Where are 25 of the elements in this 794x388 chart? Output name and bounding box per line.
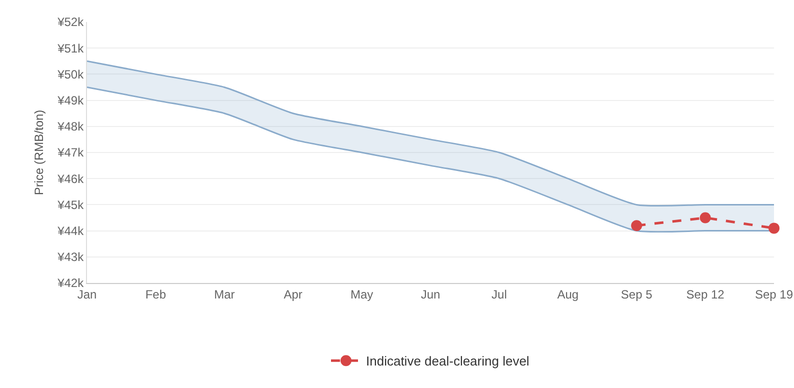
x-tick-label: Aug — [557, 287, 579, 302]
y-axis-title: Price (RMB/ton) — [32, 110, 46, 196]
x-tick-label: Jun — [420, 287, 440, 302]
x-tick-label: Apr — [284, 287, 302, 302]
y-tick-label: ¥49k — [56, 94, 85, 108]
point — [631, 220, 642, 232]
x-tick-label: Sep 5 — [620, 287, 653, 302]
y-tick-label: ¥50k — [56, 67, 85, 82]
x-tick-label: Mar — [214, 287, 235, 302]
x-tick-label: Feb — [145, 287, 166, 302]
x-tick-label: Sep 19 — [754, 287, 794, 302]
x-tick-label: Jul — [492, 287, 507, 302]
y-tick-label: ¥44k — [56, 224, 85, 238]
x-tick-label: May — [350, 287, 374, 302]
x-tick-label: Sep 12 — [686, 287, 725, 302]
y-tick-label: ¥46k — [56, 172, 85, 186]
y-tick-label: ¥47k — [56, 146, 85, 160]
y-tick-label: ¥43k — [56, 250, 85, 264]
y-tick-label: ¥45k — [56, 198, 85, 212]
y-tick-label: ¥48k — [56, 120, 85, 134]
y-tick-label: ¥52k — [56, 15, 85, 30]
legend-label: Indicative deal-clearing level — [366, 354, 530, 369]
point — [768, 222, 780, 234]
point — [700, 212, 711, 224]
y-tick-label: ¥51k — [56, 41, 85, 56]
